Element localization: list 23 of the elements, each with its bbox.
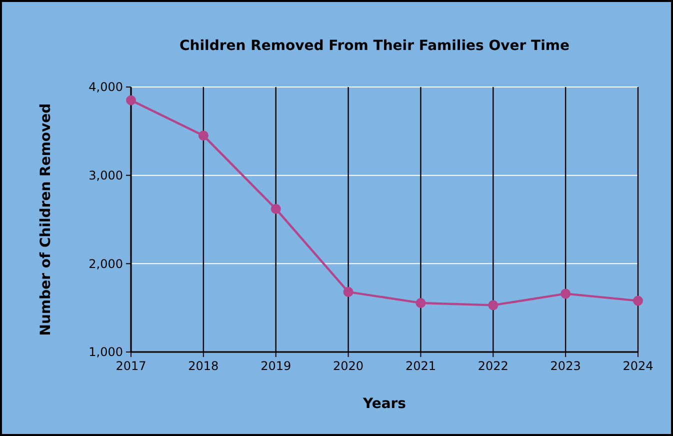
x-tick-label: 2019 xyxy=(260,359,292,373)
point xyxy=(126,95,136,106)
x-tick-label: 2017 xyxy=(116,359,146,373)
point xyxy=(488,300,498,310)
x-axis-title: Years xyxy=(362,396,406,412)
point xyxy=(416,298,426,308)
x-tick-label: 2024 xyxy=(622,359,654,373)
point xyxy=(270,204,281,214)
x-tick-label: 2018 xyxy=(188,359,219,373)
y-tick-label: 3,000 xyxy=(88,168,123,183)
y-tick-label: 4,000 xyxy=(88,80,123,94)
y-tick-label: 1,000 xyxy=(88,345,123,360)
y-axis-title: Number of Children Removed xyxy=(38,103,54,336)
point xyxy=(343,286,354,297)
x-tick-label: 2020 xyxy=(333,359,364,373)
x-tick-label: 2022 xyxy=(478,359,508,373)
point xyxy=(198,130,208,141)
chart-title: Children Removed From Their Families Over Time xyxy=(180,38,570,54)
point xyxy=(633,296,643,306)
x-tick-label: 2023 xyxy=(550,359,581,373)
x-tick-label: 2021 xyxy=(405,359,436,373)
point xyxy=(560,288,571,299)
y-tick-label: 2,000 xyxy=(88,256,123,271)
